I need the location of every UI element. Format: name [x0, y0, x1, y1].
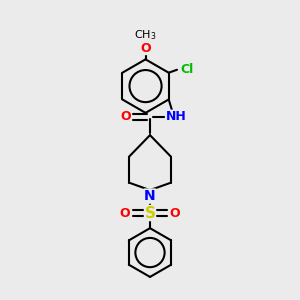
Text: Cl: Cl — [180, 63, 193, 76]
Text: O: O — [140, 42, 151, 55]
Text: S: S — [145, 206, 155, 220]
Text: CH$_3$: CH$_3$ — [134, 29, 157, 43]
Text: O: O — [120, 206, 130, 220]
Text: O: O — [170, 206, 180, 220]
Text: O: O — [120, 110, 131, 123]
Text: N: N — [144, 189, 156, 203]
Text: NH: NH — [166, 110, 186, 123]
